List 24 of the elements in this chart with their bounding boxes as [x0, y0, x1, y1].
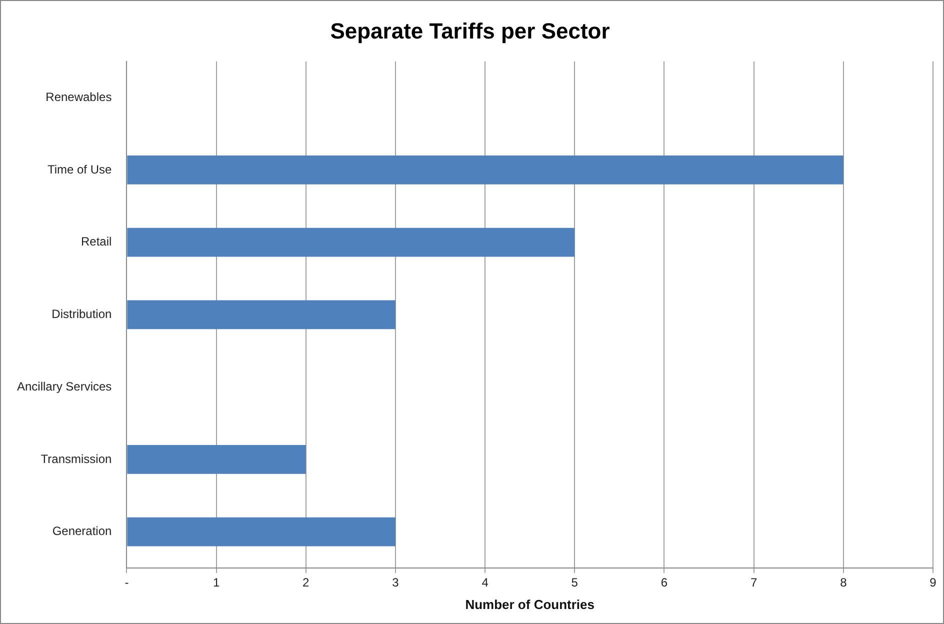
x-tick-label: 9: [930, 576, 937, 590]
y-tick-label: Retail: [81, 234, 112, 249]
x-tick-label: 8: [840, 576, 848, 590]
x-tick-label: 1: [212, 576, 220, 590]
y-tick-label: Time of Use: [47, 162, 112, 176]
y-tick-label: Renewables: [46, 90, 112, 104]
x-tick-label: 5: [571, 576, 578, 590]
bar: [127, 300, 396, 330]
bar: [127, 155, 844, 184]
y-tick-label: Ancillary Services: [16, 379, 112, 394]
x-tick-label: -: [124, 576, 129, 590]
bar: [127, 228, 575, 257]
x-tick-label: 6: [660, 576, 668, 590]
x-tick-label: 7: [750, 576, 758, 590]
y-tick-label: Distribution: [52, 307, 112, 322]
x-tick-label: 3: [392, 576, 400, 590]
bar: [127, 517, 396, 546]
chart-title: Separate Tariffs per Sector: [330, 18, 610, 44]
x-tick-label: 4: [482, 576, 489, 590]
bar: [127, 444, 306, 474]
x-tick-label: 2: [302, 576, 310, 590]
x-axis-title: Number of Countries: [465, 596, 594, 612]
y-tick-label: Transmission: [40, 452, 112, 466]
y-tick-label: Generation: [52, 524, 112, 538]
